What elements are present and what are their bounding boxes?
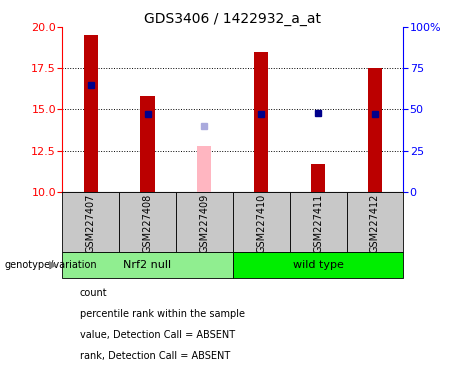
Bar <box>290 192 347 252</box>
Bar <box>233 192 290 252</box>
Text: count: count <box>80 288 107 298</box>
Text: GSM227407: GSM227407 <box>86 194 96 253</box>
Bar <box>62 192 119 252</box>
Text: ▶: ▶ <box>49 260 58 270</box>
Text: wild type: wild type <box>293 260 343 270</box>
Text: genotype/variation: genotype/variation <box>5 260 97 270</box>
Text: GSM227411: GSM227411 <box>313 194 323 253</box>
Bar <box>368 68 382 192</box>
Bar <box>233 252 403 278</box>
Text: GSM227412: GSM227412 <box>370 194 380 253</box>
Text: GSM227409: GSM227409 <box>199 194 209 253</box>
Bar <box>141 96 154 192</box>
Text: rank, Detection Call = ABSENT: rank, Detection Call = ABSENT <box>80 351 230 361</box>
Bar <box>62 252 233 278</box>
Text: Nrf2 null: Nrf2 null <box>124 260 171 270</box>
Bar <box>83 35 98 192</box>
Bar <box>254 52 268 192</box>
Text: value, Detection Call = ABSENT: value, Detection Call = ABSENT <box>80 330 235 340</box>
Bar <box>119 192 176 252</box>
Title: GDS3406 / 1422932_a_at: GDS3406 / 1422932_a_at <box>144 12 321 26</box>
Bar <box>347 192 403 252</box>
Bar <box>311 164 325 192</box>
Text: percentile rank within the sample: percentile rank within the sample <box>80 309 245 319</box>
Text: GSM227408: GSM227408 <box>142 194 153 253</box>
Text: GSM227410: GSM227410 <box>256 194 266 253</box>
Bar <box>176 192 233 252</box>
Bar <box>197 146 212 192</box>
